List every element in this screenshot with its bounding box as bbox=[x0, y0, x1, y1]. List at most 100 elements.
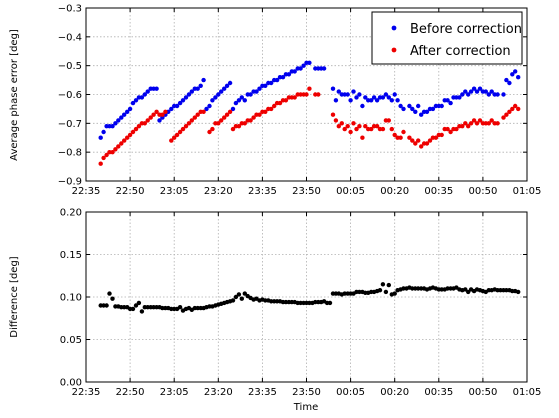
legend-box bbox=[371, 11, 523, 65]
top-point-after-correction bbox=[292, 95, 297, 100]
top-point-before-correction bbox=[398, 103, 403, 109]
bottom-point-difference bbox=[133, 303, 139, 308]
top-point-before-correction bbox=[439, 103, 444, 109]
top-point-before-correction bbox=[286, 72, 292, 77]
top-point-before-correction bbox=[507, 80, 512, 86]
top-point-before-correction bbox=[157, 118, 162, 123]
top-point-before-correction bbox=[177, 100, 183, 106]
bottom-panel: 0.20 0.15 0.10 0.05 0.00 22:35 22:50 23:05 23:2… bbox=[9, 208, 541, 414]
top-point-after-correction bbox=[177, 129, 183, 135]
top-point-before-correction bbox=[122, 112, 127, 117]
top-point-before-correction bbox=[407, 103, 412, 109]
top-point-after-correction bbox=[251, 115, 256, 120]
bottom-y-tick-label: 0.15 bbox=[60, 250, 82, 261]
top-point-after-correction bbox=[357, 124, 362, 129]
top-point-after-correction bbox=[489, 118, 494, 123]
top-point-after-correction bbox=[351, 121, 356, 126]
bottom-y-axis-label: Difference [deg] bbox=[9, 256, 20, 337]
top-point-before-correction bbox=[468, 89, 474, 94]
top-point-after-correction bbox=[113, 147, 118, 152]
top-point-before-correction bbox=[248, 92, 253, 97]
top-point-before-correction bbox=[169, 106, 174, 112]
top-point-before-correction bbox=[139, 95, 145, 100]
top-point-before-correction bbox=[307, 60, 312, 65]
bottom-plot-frame bbox=[85, 211, 528, 383]
bottom-point-difference bbox=[466, 289, 471, 295]
top-point-before-correction bbox=[222, 86, 227, 91]
top-point-before-correction bbox=[216, 92, 221, 97]
top-point-before-correction bbox=[154, 86, 159, 91]
top-point-after-correction bbox=[136, 124, 142, 129]
top-point-after-correction bbox=[195, 112, 200, 117]
bottom-x-tick-label: 00:20 bbox=[380, 387, 409, 398]
top-x-tick-label: 00:35 bbox=[424, 186, 453, 197]
top-point-after-correction bbox=[160, 112, 165, 117]
top-point-before-correction bbox=[383, 92, 389, 97]
top-point-before-correction bbox=[357, 92, 362, 97]
top-point-before-correction bbox=[236, 98, 242, 103]
top-point-after-correction bbox=[127, 132, 133, 138]
top-point-after-correction bbox=[439, 132, 444, 138]
top-point-before-correction bbox=[186, 92, 192, 97]
bottom-x-tick-label: 22:35 bbox=[72, 387, 101, 398]
top-x-tick-label: 22:50 bbox=[116, 186, 145, 197]
top-point-after-correction bbox=[210, 126, 215, 132]
bottom-x-ticks: 22:35 22:50 23:05 23:20 23:35 23:50 00:05 00:20… bbox=[72, 212, 542, 398]
bottom-point-difference bbox=[177, 305, 183, 310]
bottom-grid bbox=[86, 212, 527, 382]
top-point-after-correction bbox=[495, 121, 500, 126]
top-point-before-correction bbox=[504, 77, 509, 83]
top-point-before-correction bbox=[330, 86, 336, 91]
top-point-before-correction bbox=[354, 95, 359, 100]
top-point-after-correction bbox=[363, 124, 368, 129]
top-point-after-correction bbox=[242, 121, 247, 126]
bottom-point-difference bbox=[230, 298, 236, 303]
top-point-before-correction bbox=[113, 121, 118, 126]
top-point-after-correction bbox=[413, 141, 418, 146]
bottom-point-difference bbox=[380, 282, 386, 287]
top-x-tick-label: 22:35 bbox=[72, 186, 101, 197]
top-point-after-correction bbox=[230, 126, 236, 132]
top-point-after-correction bbox=[336, 124, 341, 129]
top-point-before-correction bbox=[457, 95, 462, 100]
top-point-before-correction bbox=[204, 106, 209, 112]
top-point-before-correction bbox=[463, 89, 468, 94]
top-point-before-correction bbox=[486, 92, 491, 97]
top-point-after-correction bbox=[125, 135, 130, 140]
top-point-after-correction bbox=[130, 129, 136, 135]
top-point-before-correction bbox=[298, 66, 303, 71]
bottom-x-tick-label: 23:20 bbox=[204, 387, 233, 398]
top-point-after-correction bbox=[219, 118, 224, 123]
top-point-after-correction bbox=[304, 92, 309, 97]
top-point-after-correction bbox=[507, 109, 512, 115]
top-point-before-correction bbox=[513, 69, 518, 74]
bottom-x-tick-label: 22:50 bbox=[116, 387, 145, 398]
bottom-x-tick-label: 23:05 bbox=[160, 387, 189, 398]
bottom-point-difference bbox=[383, 289, 389, 295]
bottom-x-tick-label: 01:05 bbox=[513, 387, 542, 398]
bottom-point-difference bbox=[107, 291, 112, 296]
bottom-x-tick-label: 23:35 bbox=[248, 387, 277, 398]
top-point-after-correction bbox=[163, 109, 168, 115]
top-point-after-correction bbox=[504, 112, 509, 117]
top-point-after-correction bbox=[392, 132, 397, 138]
top-point-before-correction bbox=[292, 69, 297, 74]
top-point-before-correction bbox=[183, 95, 189, 100]
top-point-after-correction bbox=[486, 121, 491, 126]
top-point-after-correction bbox=[401, 129, 406, 135]
top-point-after-correction bbox=[389, 126, 394, 132]
top-point-after-correction bbox=[513, 103, 518, 109]
top-point-before-correction bbox=[448, 100, 453, 106]
bottom-point-difference bbox=[386, 282, 391, 288]
top-point-after-correction bbox=[186, 121, 192, 126]
top-point-after-correction bbox=[454, 126, 459, 132]
top-point-after-correction bbox=[277, 100, 283, 106]
top-point-before-correction bbox=[363, 95, 368, 100]
top-point-after-correction bbox=[269, 106, 274, 112]
top-point-before-correction bbox=[371, 95, 377, 100]
top-point-after-correction bbox=[183, 124, 189, 129]
top-point-after-correction bbox=[510, 106, 515, 112]
top-point-before-correction bbox=[466, 92, 471, 97]
bottom-x-tick-label: 00:05 bbox=[336, 387, 365, 398]
top-point-after-correction bbox=[148, 115, 153, 120]
